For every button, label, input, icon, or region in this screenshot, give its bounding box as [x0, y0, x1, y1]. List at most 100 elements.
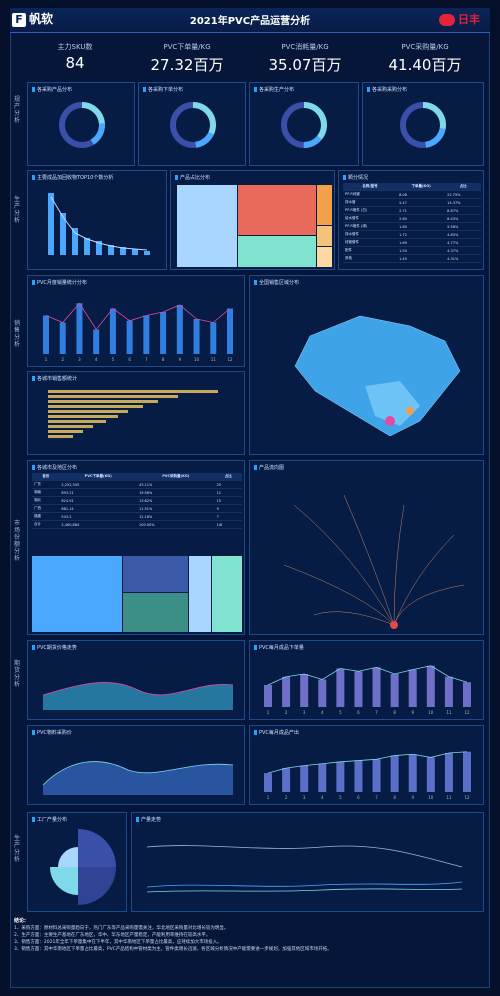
tick-label: 9 — [411, 710, 414, 715]
table-cell: PP-R管件 (白) — [343, 206, 398, 215]
bar-mark — [372, 759, 381, 792]
table-cell: 6.43% — [445, 214, 481, 223]
detail-table-panel: 颗分情况 名称/型号 下单量(KG) 占比 PP-R纯管 8.08 22.75% 排水管 5… — [338, 170, 484, 270]
table-header[interactable]: 占比 — [445, 183, 481, 191]
table-row[interactable]: 配件 1.50 4.37% — [343, 246, 481, 255]
brand-name: 帆软 — [29, 12, 54, 26]
kpi-label: PVC采购量/KG — [401, 43, 449, 51]
table-row[interactable]: 湖北 824.91 13.82% 15 — [32, 496, 242, 505]
table-header[interactable]: 省份 — [32, 473, 60, 481]
table-row[interactable]: PP-R管件 (绿) 1.80 5.58% — [343, 222, 481, 231]
series-line — [45, 302, 231, 331]
conclusion-notes: 结论: 1、采购方面：原材料总采购量趋向于，热门广东等产品采购量需关注，华北地区… — [14, 918, 484, 953]
table-header[interactable]: PVC采购量(KG) — [136, 473, 215, 481]
table-row[interactable]: 给水管件 2.60 6.43% — [343, 214, 481, 223]
section-label-2: 生产分析 — [14, 196, 21, 224]
brand: F 帆软 — [12, 10, 53, 27]
bar-mark — [354, 760, 363, 792]
tick-label: 8 — [393, 795, 396, 800]
panel-title: PVC每月成品产出 — [254, 729, 299, 736]
panel-title: 产品流向图 — [254, 464, 284, 471]
tick-label: 6 — [357, 710, 360, 715]
table-row[interactable]: 排水管 5.47 15.37% — [343, 198, 481, 207]
table-cell: 11 — [214, 488, 242, 497]
table-cell: 543.2 — [59, 512, 137, 521]
table-row[interactable]: 合计 2,460,884 100.00% 1/8 — [32, 520, 242, 529]
factory-rose-panel: 工厂产量分布 — [27, 812, 127, 912]
panel-title: 颗分情况 — [343, 174, 368, 181]
bar-mark — [76, 303, 83, 354]
table-row[interactable]: PP-R管件 (白) 2.71 8.87% — [343, 206, 481, 215]
section-label-3: 销售分析 — [14, 320, 21, 348]
donut-panel-1: 各采购产品分布 — [27, 82, 135, 166]
flow-map — [283, 494, 465, 629]
panel-title: 产品占比分布 — [175, 174, 210, 181]
table-cell: 湖南 — [32, 488, 60, 497]
table-row[interactable]: 广西 681.14 11.51% 9 — [32, 504, 242, 513]
partner-name: 日丰 — [458, 13, 480, 26]
table-cell: 1.69 — [397, 238, 446, 247]
note-line: 1、采购方面：原材料总采购量趋向于，热门广东等产品采购量需关注，华北地区采购量对… — [14, 926, 229, 931]
table-cell: 13.82% — [136, 496, 215, 505]
table-cell: 9 — [214, 504, 242, 513]
bar-mark — [176, 305, 183, 354]
table-header[interactable]: 下单量(KG) — [397, 183, 446, 191]
table-row[interactable]: PP-R纯管 8.08 22.75% — [343, 190, 481, 199]
table-header[interactable]: 名称/型号 — [343, 183, 398, 191]
bar-mark — [227, 308, 233, 354]
table-cell: 681.14 — [59, 504, 137, 513]
table-header[interactable]: 占比 — [214, 473, 242, 481]
tick-label: 11 — [446, 795, 452, 800]
table-row[interactable]: 排水管件 1.72 4.85% — [343, 230, 481, 239]
bar-mark — [463, 751, 471, 792]
table-cell: 824.91 — [59, 496, 137, 505]
bar-mark — [282, 768, 291, 792]
table-cell: 合计 — [32, 520, 60, 529]
table-row[interactable]: 福建 543.2 12.18% 7 — [32, 512, 242, 521]
bar-mark — [143, 315, 150, 354]
tick-label: 4 — [95, 357, 98, 362]
table-row[interactable]: 广东 2,252,345 43.11% 25 — [32, 480, 242, 489]
city-sales-panel: 各城市销售额统计 — [27, 371, 245, 455]
table-row[interactable]: 其他 1.49 4.31% — [343, 254, 481, 263]
panel-title: 产量走势 — [136, 816, 161, 823]
kpi-label: PVC消耗量/KG — [281, 43, 329, 51]
top10-bar-chart — [48, 193, 150, 255]
table-header[interactable]: PVC下单量(KG) — [59, 473, 137, 481]
partner-logo: 日丰 — [439, 11, 480, 27]
bar-mark — [354, 671, 363, 707]
bar-mark — [93, 329, 100, 354]
china-map-panel: 全国销售区域分布 — [249, 275, 484, 455]
panel-title: PVC每月成品下单量 — [254, 644, 304, 651]
tick-label: 3 — [303, 710, 306, 715]
bar-mark — [318, 679, 327, 707]
panel-title: 各城市及地区分布 — [32, 464, 77, 471]
table-cell: 2,252,345 — [59, 480, 137, 489]
bar-mark — [463, 682, 471, 707]
table-cell: 4.77% — [445, 238, 481, 247]
table-cell: 7 — [214, 512, 242, 521]
bar-mark — [126, 320, 133, 354]
tick-label: 6 — [357, 795, 360, 800]
table-row[interactable]: 湖南 893.21 19.56% 11 — [32, 488, 242, 497]
tick-label: 4 — [321, 710, 324, 715]
table-row[interactable]: 线管管件 1.69 4.77% — [343, 238, 481, 247]
table-cell: 配件 — [343, 246, 398, 255]
province-panel: 各城市及地区分布 省份 PVC下单量(KG) PVC采购量(KG) 占比 广东 2,25… — [27, 460, 245, 635]
tick-label: 2 — [285, 710, 288, 715]
bar-mark — [444, 753, 453, 792]
table-cell: 线管管件 — [343, 238, 398, 247]
tick-label: 4 — [321, 795, 324, 800]
panel-title: 工厂产量分布 — [32, 816, 67, 823]
table-cell: 2.60 — [397, 214, 446, 223]
table-cell: 1.72 — [397, 230, 446, 239]
tick-label: 8 — [393, 710, 396, 715]
table-cell: 湖北 — [32, 496, 60, 505]
province-treemap — [32, 556, 242, 632]
page-title: 2021年PVC产品运营分析 — [189, 16, 311, 27]
table-cell: 100.00% — [136, 520, 215, 529]
title-bar — [10, 8, 490, 33]
tick-label: 2 — [285, 795, 288, 800]
section-label-5: 期货分析 — [14, 660, 21, 688]
panel-title: PVC物料采购价 — [32, 729, 72, 736]
